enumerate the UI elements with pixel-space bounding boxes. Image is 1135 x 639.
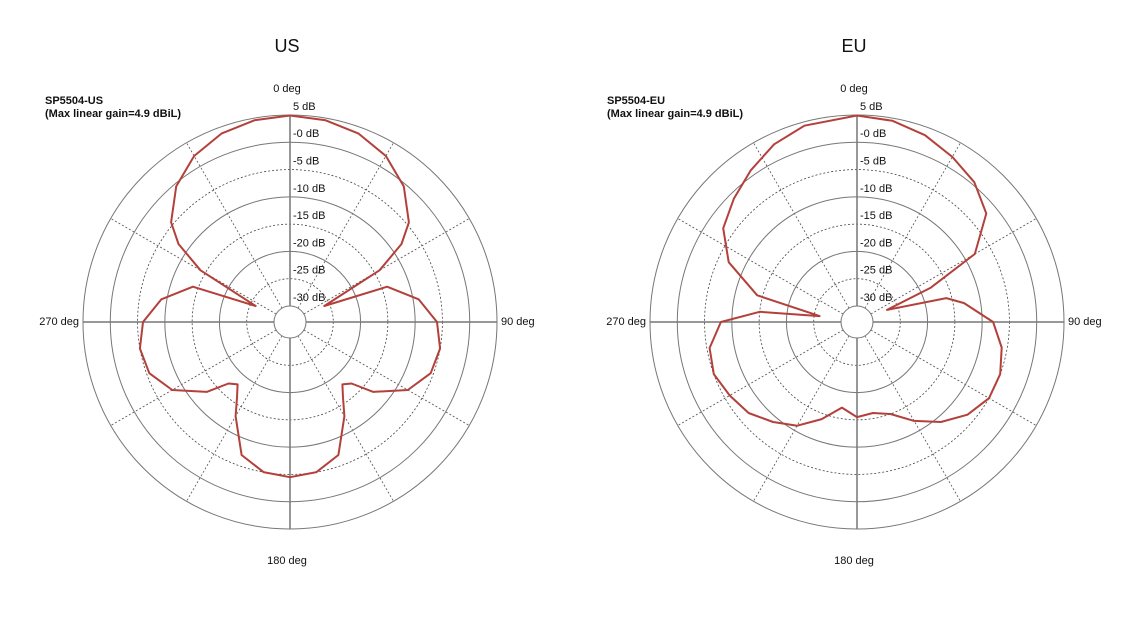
- chart-title: US: [274, 36, 299, 56]
- angle-label: 0 deg: [273, 83, 301, 95]
- spoke: [110, 218, 277, 315]
- r-tick-label: -5 dB: [860, 155, 886, 167]
- subtitle: SP5504-US: [45, 95, 103, 107]
- spoke: [303, 329, 470, 426]
- spoke: [677, 218, 844, 315]
- spoke: [753, 335, 850, 502]
- spoke: [870, 329, 1037, 426]
- angle-label: 180 deg: [834, 555, 874, 567]
- spoke: [303, 218, 470, 315]
- spoke: [677, 329, 844, 426]
- spoke: [297, 142, 394, 309]
- r-tick-label: 5 dB: [293, 101, 316, 113]
- pattern-line: [708, 114, 1003, 427]
- r-tick-label: -0 dB: [860, 128, 886, 140]
- r-tick-label: -10 dB: [860, 183, 892, 195]
- spoke: [864, 142, 961, 309]
- spoke: [110, 329, 277, 426]
- r-tick-label: -15 dB: [293, 210, 325, 222]
- spoke: [864, 335, 961, 502]
- chart-title: EU: [841, 36, 866, 56]
- r-tick-label: -20 dB: [293, 237, 325, 249]
- r-tick-label: 5 dB: [860, 101, 883, 113]
- r-tick-label: -30 dB: [860, 292, 892, 304]
- spoke: [186, 142, 283, 309]
- spoke: [186, 335, 283, 502]
- angle-label: 270 deg: [39, 316, 79, 328]
- subtitle: SP5504-EU: [607, 95, 665, 107]
- r-tick-label: -10 dB: [293, 183, 325, 195]
- subtitle: (Max linear gain=4.9 dBiL): [45, 108, 181, 120]
- spoke: [753, 142, 850, 309]
- subtitle: (Max linear gain=4.9 dBiL): [607, 108, 743, 120]
- ring: [840, 305, 874, 339]
- angle-label: 0 deg: [840, 83, 868, 95]
- r-tick-label: -25 dB: [293, 265, 325, 277]
- ring: [273, 305, 307, 339]
- angle-label: 180 deg: [267, 555, 307, 567]
- spoke: [297, 335, 394, 502]
- r-tick-label: -25 dB: [860, 265, 892, 277]
- angle-label: 90 deg: [1068, 316, 1102, 328]
- angle-label: 270 deg: [606, 316, 646, 328]
- r-tick-label: -0 dB: [293, 128, 319, 140]
- r-tick-label: -30 dB: [293, 292, 325, 304]
- angle-label: 90 deg: [501, 316, 535, 328]
- r-tick-label: -20 dB: [860, 237, 892, 249]
- r-tick-label: -15 dB: [860, 210, 892, 222]
- pattern-line: [138, 114, 442, 479]
- r-tick-label: -5 dB: [293, 155, 319, 167]
